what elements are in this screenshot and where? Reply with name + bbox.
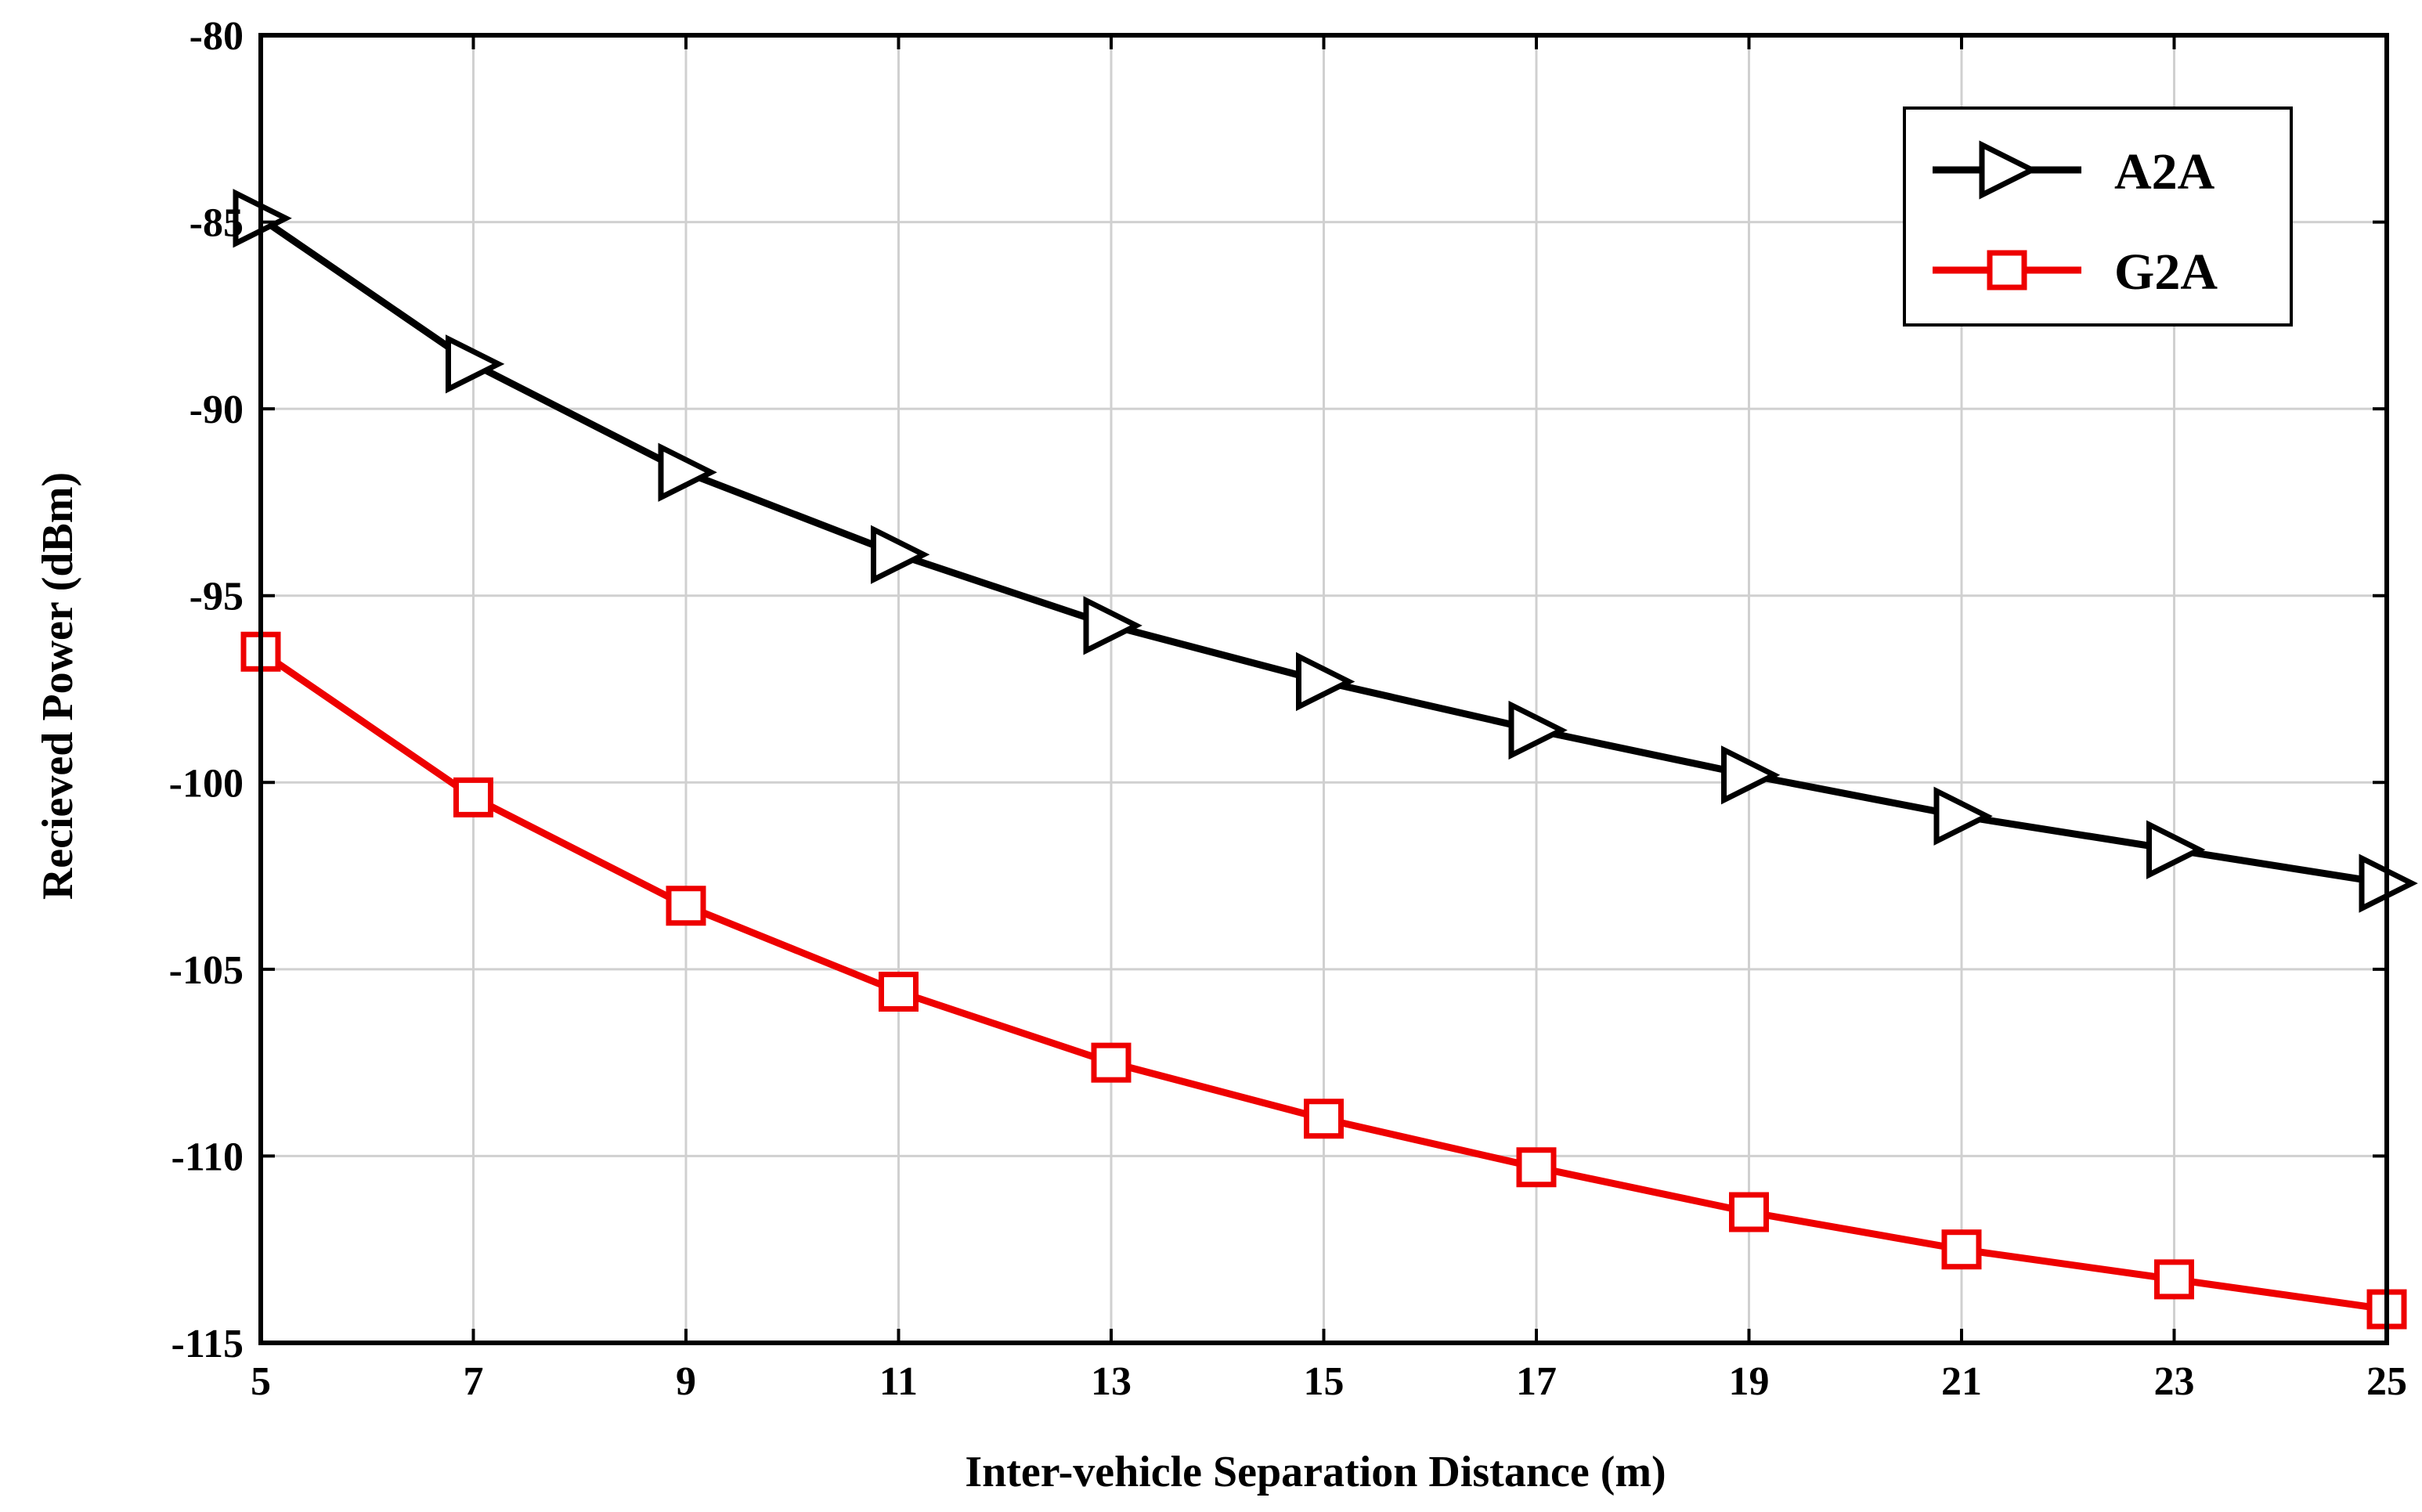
- y-tick-label: -115: [171, 1322, 244, 1366]
- y-tick-label: -105: [169, 948, 244, 993]
- data-point-a2a: [1296, 651, 1355, 712]
- data-point-g2a: [453, 777, 493, 817]
- data-point-g2a: [2154, 1259, 2194, 1300]
- y-tick-label: -90: [190, 388, 244, 432]
- data-point-g2a: [1516, 1147, 1557, 1188]
- data-point-a2a: [1083, 596, 1142, 655]
- x-tick-label: 23: [2154, 1359, 2195, 1404]
- x-tick-label: 25: [2366, 1359, 2407, 1404]
- legend-item-g2a: G2A: [1933, 244, 2218, 301]
- legend: A2A G2A: [1903, 106, 2293, 327]
- x-tick-label: 19: [1729, 1359, 1770, 1404]
- x-axis-title: Inter-vehicle Separation Distance (m): [965, 1448, 1666, 1496]
- x-tick-label: 21: [1941, 1359, 1982, 1404]
- data-point-g2a: [1304, 1099, 1344, 1139]
- y-axis-title: Recieved Power (dBm): [34, 472, 82, 900]
- data-point-g2a: [1091, 1042, 1132, 1083]
- data-point-g2a: [879, 971, 919, 1012]
- y-tick-label: -95: [190, 575, 244, 619]
- y-tick-label: -100: [169, 761, 244, 806]
- data-point-a2a: [871, 525, 930, 584]
- legend-marker: [1987, 250, 2027, 290]
- x-tick-label: 9: [676, 1359, 696, 1404]
- legend-marker: [1979, 140, 2038, 200]
- data-point-a2a: [1933, 786, 1993, 846]
- x-tick-label: 11: [879, 1359, 918, 1404]
- data-point-g2a: [666, 886, 706, 926]
- data-point-a2a: [1721, 745, 1781, 805]
- data-point-g2a: [1941, 1229, 1982, 1270]
- data-point-a2a: [2146, 820, 2206, 879]
- plot-area: [233, 189, 2418, 1330]
- y-tick-label: -85: [190, 201, 244, 246]
- y-tick-label: -110: [171, 1135, 244, 1179]
- y-tick-label: -80: [190, 14, 244, 59]
- legend-box: [1903, 106, 2293, 327]
- legend-label: G2A: [2114, 244, 2218, 301]
- y-axis: -80 -85 -90 -95 -100 -105 -110 -115: [169, 14, 2387, 1366]
- series-a2a: [233, 189, 2418, 913]
- x-tick-label: 13: [1091, 1359, 1132, 1404]
- data-point-g2a: [1729, 1192, 1769, 1232]
- data-point-a2a: [1508, 700, 1568, 760]
- x-axis: 5 7 9 11 13 15 17 19 21 23 25: [251, 35, 2407, 1404]
- x-tick-label: 17: [1516, 1359, 1557, 1404]
- legend-item-a2a: A2A: [1933, 140, 2215, 200]
- x-tick-label: 7: [464, 1359, 484, 1404]
- data-point-a2a: [446, 334, 505, 394]
- legend-label: A2A: [2114, 143, 2215, 200]
- data-point-a2a: [658, 442, 717, 502]
- x-tick-label: 5: [251, 1359, 271, 1404]
- x-tick-label: 15: [1304, 1359, 1345, 1404]
